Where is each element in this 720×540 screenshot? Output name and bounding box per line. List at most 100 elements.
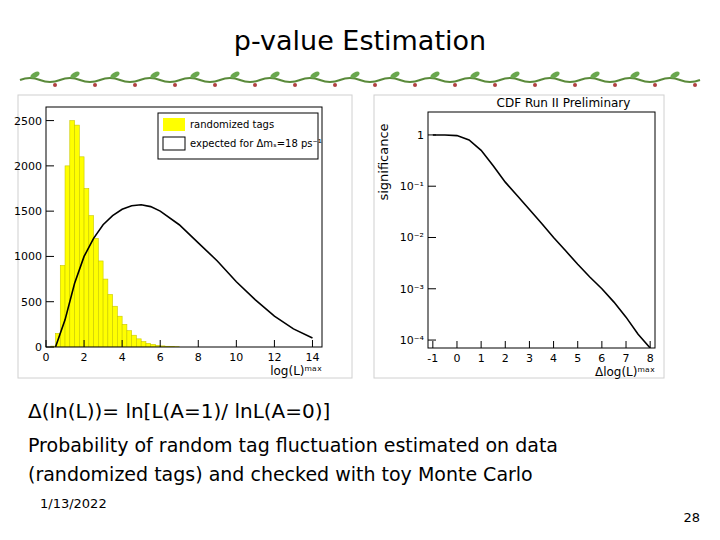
y-tick-label: 10⁻² — [400, 231, 424, 244]
y-axis-label: significance — [376, 123, 391, 200]
histogram-bar — [84, 189, 89, 347]
series-line — [433, 135, 650, 348]
chart-title: CDF Run II Preliminary — [497, 96, 631, 110]
histogram-bar — [141, 342, 146, 347]
legend-label: randomized tags — [190, 119, 274, 130]
legend-swatch — [163, 118, 185, 131]
vine-berry — [93, 83, 97, 87]
x-tick-label: 5 — [574, 352, 581, 365]
slide-date: 1/13/2022 — [40, 496, 107, 511]
y-tick — [428, 340, 436, 341]
y-tick-label: 10⁻³ — [400, 283, 424, 296]
histogram-bar — [60, 265, 65, 347]
y-tick-label: 10⁻⁴ — [400, 334, 425, 347]
vine-leaf — [629, 70, 640, 79]
chart: 0246810121405001000150020002500log(L)ᵐᵃˣ… — [14, 95, 352, 378]
x-tick — [236, 340, 237, 347]
chart-panel — [18, 95, 352, 378]
x-tick — [122, 340, 123, 347]
histogram-bar — [132, 335, 137, 347]
x-tick-label: -1 — [427, 352, 438, 365]
x-tick-label: 2 — [81, 351, 88, 364]
histogram-bar — [70, 121, 75, 347]
legend: randomized tagsexpected for Δmₛ=18 ps⁻¹ — [158, 113, 322, 159]
x-tick-label: 8 — [195, 351, 202, 364]
plot-area — [433, 135, 650, 348]
vine-berry — [253, 83, 257, 87]
formula: Δ(ln(L))= ln[L(A=1)/ lnL(A=0)] — [28, 399, 330, 423]
vine-leaf — [669, 70, 680, 79]
x-tick-label: 3 — [526, 352, 533, 365]
y-tick — [428, 237, 436, 238]
vine-berry — [173, 83, 177, 87]
vine-leaf — [269, 70, 280, 79]
y-tick-label: 2000 — [14, 160, 42, 173]
vine-leaf — [149, 70, 160, 79]
vine-berry — [453, 83, 457, 87]
x-tick-label: 4 — [119, 351, 126, 364]
y-tick — [46, 347, 54, 348]
vine-leaf — [549, 70, 560, 79]
vine-berry — [293, 83, 297, 87]
vine-leaf — [349, 70, 360, 79]
histogram-bar — [136, 339, 141, 347]
x-tick — [312, 340, 313, 347]
vine-berry — [133, 83, 137, 87]
plot-frame — [428, 112, 655, 348]
vine-berry — [213, 83, 217, 87]
x-tick — [601, 341, 602, 348]
x-tick-label: 2 — [502, 352, 509, 365]
vine-berry — [53, 83, 57, 87]
chart: -1012345678110⁻¹10⁻²10⁻³10⁻⁴CDF Run II P… — [374, 95, 664, 379]
x-tick — [46, 340, 47, 347]
x-axis-label: log(L)ᵐᵃˣ — [270, 364, 322, 378]
x-tick-label: 0 — [43, 351, 50, 364]
histogram-bar — [127, 331, 132, 347]
x-tick — [577, 341, 578, 348]
x-tick-label: 4 — [550, 352, 557, 365]
histogram-bar — [103, 279, 108, 347]
caption-line: Probability of random tag fluctuation es… — [28, 434, 558, 456]
histogram-bar — [79, 157, 84, 347]
x-tick — [505, 341, 506, 348]
slide-title: p-value Estimation — [234, 25, 486, 56]
series-line — [56, 205, 313, 347]
histogram-bar — [89, 216, 94, 347]
vine-berry — [413, 83, 417, 87]
x-tick — [274, 340, 275, 347]
x-tick-label: 7 — [623, 352, 630, 365]
vine-leaf — [469, 70, 480, 79]
vine-berry — [693, 83, 697, 87]
y-tick — [46, 211, 54, 212]
slide: p-value Estimation0246810121405001000150… — [0, 0, 720, 540]
x-tick-label: 8 — [647, 352, 654, 365]
plot-frame — [46, 107, 322, 347]
x-tick-label: 10 — [229, 351, 243, 364]
histogram-bar — [146, 343, 151, 347]
histogram-bar — [113, 306, 118, 347]
vine-leaf — [109, 70, 120, 79]
histogram-bar — [117, 316, 122, 347]
legend-swatch — [163, 137, 185, 150]
histogram-bar — [108, 294, 113, 347]
x-axis-label: Δlog(L)ᵐᵃˣ — [595, 365, 655, 379]
y-tick — [428, 288, 436, 289]
x-tick — [529, 341, 530, 348]
x-tick — [198, 340, 199, 347]
x-tick — [432, 341, 433, 348]
vine-leaf — [29, 70, 40, 79]
y-tick-label: 10⁻¹ — [400, 180, 424, 193]
histogram-bar — [75, 125, 80, 347]
vine-berry — [493, 83, 497, 87]
x-tick-label: 0 — [453, 352, 460, 365]
vine-leaf — [309, 70, 320, 79]
y-tick-label: 1000 — [14, 250, 42, 263]
y-tick — [46, 301, 54, 302]
histogram-bar — [98, 261, 103, 347]
x-tick — [160, 340, 161, 347]
chart-panel — [374, 95, 664, 378]
x-tick-label: 14 — [305, 351, 319, 364]
histogram-bar — [94, 238, 99, 347]
page-number: 28 — [683, 510, 700, 525]
vine — [20, 78, 700, 82]
